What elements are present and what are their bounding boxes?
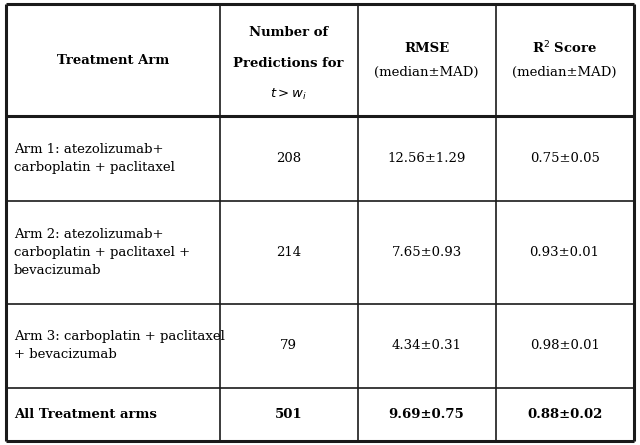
Text: 208: 208 [276, 152, 301, 165]
Text: 0.75±0.05: 0.75±0.05 [530, 152, 600, 165]
Text: 0.88±0.02: 0.88±0.02 [527, 408, 602, 421]
Text: Number of: Number of [249, 26, 328, 39]
Text: 0.98±0.01: 0.98±0.01 [530, 339, 600, 352]
Text: Arm 3: carboplatin + paclitaxel
+ bevacizumab: Arm 3: carboplatin + paclitaxel + bevaci… [14, 330, 225, 361]
Text: 214: 214 [276, 246, 301, 259]
Text: $t > w_i$: $t > w_i$ [270, 87, 307, 102]
Text: 501: 501 [275, 408, 303, 421]
Text: (median±MAD): (median±MAD) [374, 66, 479, 79]
Text: 79: 79 [280, 339, 297, 352]
Text: Arm 1: atezolizumab+
carboplatin + paclitaxel: Arm 1: atezolizumab+ carboplatin + pacli… [14, 143, 175, 174]
Text: RMSE: RMSE [404, 41, 449, 55]
Text: 0.93±0.01: 0.93±0.01 [530, 246, 600, 259]
Text: (median±MAD): (median±MAD) [513, 66, 617, 79]
Text: 7.65±0.93: 7.65±0.93 [392, 246, 461, 259]
Text: Treatment Arm: Treatment Arm [57, 54, 169, 67]
Text: Arm 2: atezolizumab+
carboplatin + paclitaxel +
bevacizumab: Arm 2: atezolizumab+ carboplatin + pacli… [14, 228, 190, 277]
Text: R$^2$ Score: R$^2$ Score [532, 40, 597, 57]
Text: 12.56±1.29: 12.56±1.29 [387, 152, 466, 165]
Text: 9.69±0.75: 9.69±0.75 [388, 408, 465, 421]
Text: Predictions for: Predictions for [234, 57, 344, 70]
Text: All Treatment arms: All Treatment arms [14, 408, 157, 421]
Text: 4.34±0.31: 4.34±0.31 [392, 339, 461, 352]
